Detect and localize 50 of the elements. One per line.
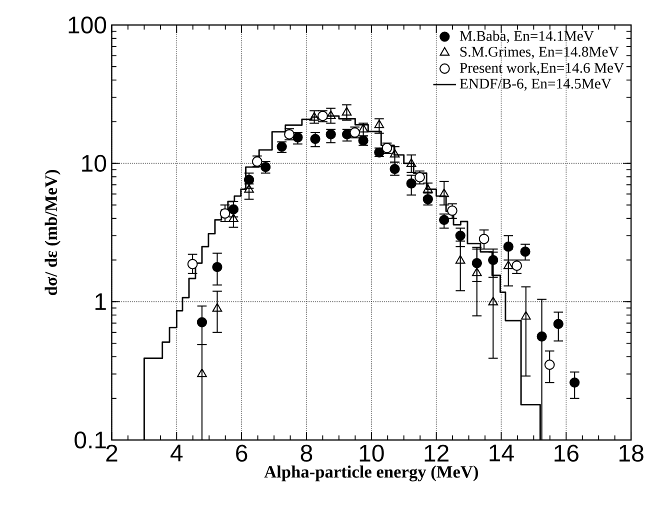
x-tick-label: 10 xyxy=(360,444,384,462)
point xyxy=(520,246,530,257)
y-tick-label: 100 xyxy=(68,16,106,34)
point xyxy=(536,331,547,342)
y-tick-label: 10 xyxy=(82,154,106,172)
y-tick-label: 0.1 xyxy=(74,431,106,448)
point xyxy=(310,134,320,144)
x-tick-label: 12 xyxy=(424,444,448,462)
point xyxy=(220,208,230,219)
point xyxy=(488,296,498,306)
point xyxy=(187,258,198,270)
y-axis-title: dσ/ dε (mb/MeV) xyxy=(44,170,60,296)
point xyxy=(326,129,336,140)
point xyxy=(478,234,490,244)
point xyxy=(455,255,466,264)
point xyxy=(212,262,222,272)
point xyxy=(553,318,564,330)
point xyxy=(197,368,207,378)
point xyxy=(439,214,450,225)
x-tick-label: 16 xyxy=(554,444,578,462)
point xyxy=(570,378,580,388)
point xyxy=(244,174,254,185)
x-axis-title: Alpha-particle energy (MeV) xyxy=(264,466,478,482)
y-tick-label: 1 xyxy=(96,293,106,310)
legend-label: M.Baba, En=14.1MeV xyxy=(460,30,594,44)
x-tick-label: 14 xyxy=(490,444,514,462)
x-tick-label: 2 xyxy=(106,444,118,462)
x-tick-label: 8 xyxy=(300,444,312,462)
point xyxy=(228,204,239,214)
point xyxy=(212,303,222,312)
point xyxy=(520,311,531,320)
point xyxy=(358,124,368,132)
legend-label: ENDF/B-6, En=14.5MeV xyxy=(460,78,612,91)
point xyxy=(406,178,416,189)
point xyxy=(439,188,450,198)
point xyxy=(488,254,498,266)
x-tick-label: 18 xyxy=(620,444,644,462)
point xyxy=(472,267,482,276)
point xyxy=(455,230,466,241)
legend-label: Present work,En=14.6 MeV xyxy=(460,62,624,75)
point xyxy=(292,132,303,142)
point xyxy=(196,317,208,328)
point xyxy=(544,360,555,370)
x-tick-label: 4 xyxy=(170,444,183,462)
point xyxy=(326,110,336,120)
x-tick-label: 6 xyxy=(236,444,248,462)
legend-label: S.M.Grimes, En=14.8MeV xyxy=(460,46,619,59)
point xyxy=(406,158,416,168)
point xyxy=(503,242,514,252)
point xyxy=(472,258,482,268)
